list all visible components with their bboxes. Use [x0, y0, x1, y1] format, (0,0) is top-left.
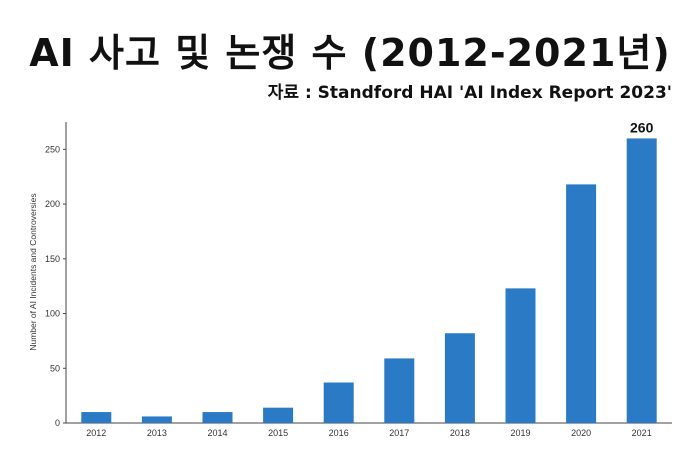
- chart-title: AI 사고 및 논쟁 수 (2012-2021년): [29, 31, 671, 75]
- bar-2013: [141, 416, 172, 423]
- x-tick-label-2021: 2021: [632, 428, 652, 438]
- bar-2014: [202, 412, 233, 423]
- y-tick-label: 200: [45, 199, 60, 209]
- bar-2016: [323, 382, 354, 423]
- bar-2015: [263, 407, 294, 423]
- y-tick-label: 50: [50, 363, 60, 373]
- source-note: 자료 : Standford HAI 'AI Index Report 2023…: [267, 83, 672, 103]
- bar-2021: [626, 138, 657, 423]
- x-tick-label-2016: 2016: [329, 428, 349, 438]
- bar-2019: [505, 288, 536, 423]
- y-tick-label: 100: [45, 309, 60, 319]
- y-ticks: 0 50 100 150 200 250: [45, 144, 66, 428]
- x-tick-label-2012: 2012: [86, 428, 106, 438]
- x-tick-label-2015: 2015: [268, 428, 288, 438]
- x-tick-label-2014: 2014: [207, 428, 227, 438]
- x-ticks: 2012 2013 2014 2015 2016 2017 2018 2019 2020 2021: [86, 428, 651, 438]
- y-tick-label: 250: [45, 144, 60, 154]
- data-label-2021: 260: [630, 119, 654, 135]
- bar-2018: [444, 333, 475, 423]
- x-tick-label-2017: 2017: [389, 428, 409, 438]
- y-tick-label: 150: [45, 254, 60, 264]
- x-tick-label-2018: 2018: [450, 428, 470, 438]
- y-axis-label: Number of AI Incidents and Controversies: [28, 193, 38, 350]
- y-tick-label: 0: [55, 418, 60, 428]
- x-tick-label-2013: 2013: [147, 428, 167, 438]
- bar-2017: [384, 358, 415, 423]
- data-labels: 260: [630, 119, 654, 135]
- x-tick-label-2020: 2020: [571, 428, 591, 438]
- bars: [81, 138, 657, 423]
- bar-2012: [81, 412, 112, 423]
- bar-2020: [566, 184, 597, 423]
- x-tick-label-2019: 2019: [510, 428, 530, 438]
